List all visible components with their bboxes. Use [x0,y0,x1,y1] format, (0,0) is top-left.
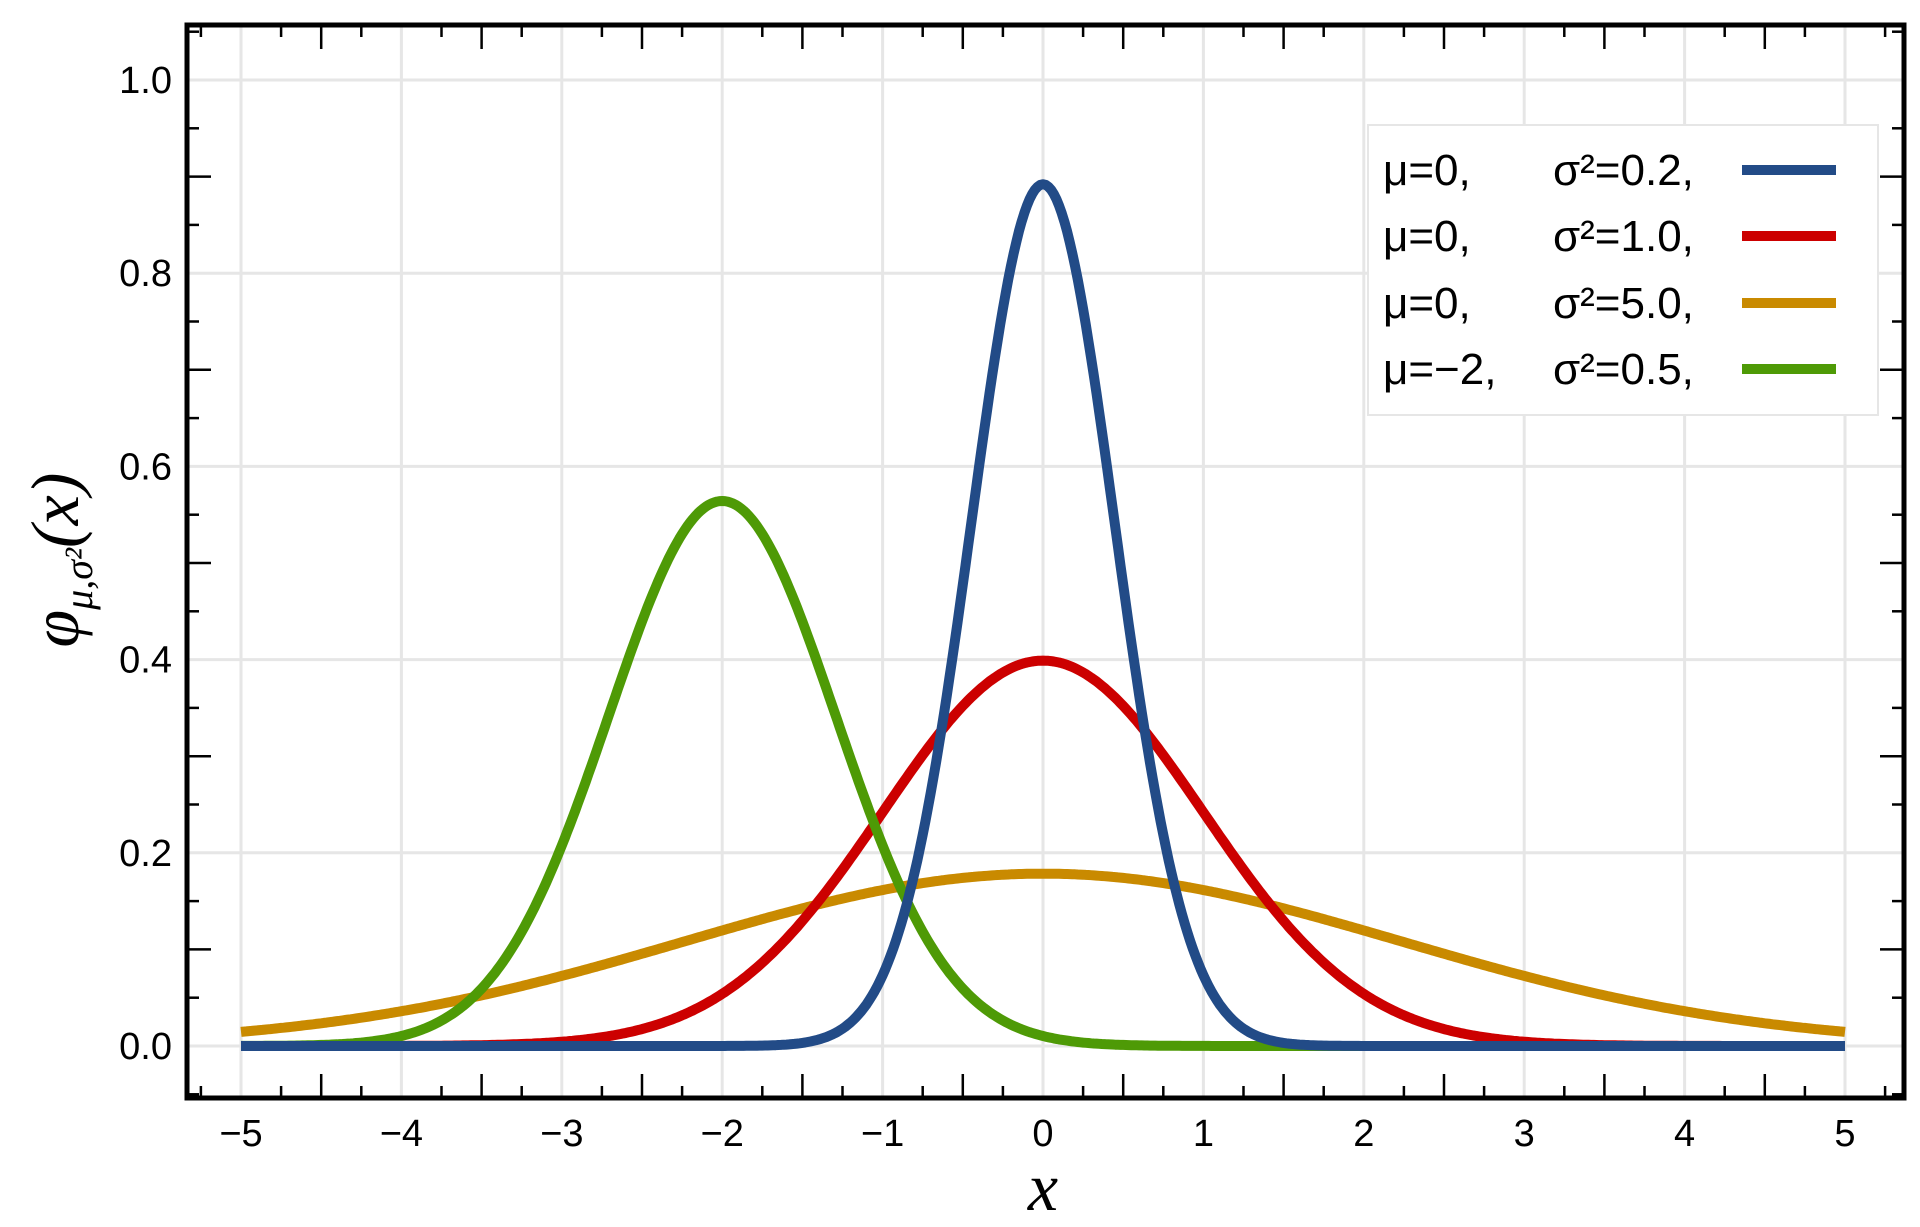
y-tick-label: 0.8 [119,253,172,295]
legend: μ=0, σ²=0.2, μ=0, σ²=1.0, μ=0, σ²=5.0, μ=−2, σ²… [1367,124,1879,416]
x-tick-label: 5 [1834,1113,1855,1155]
legend-sigma-label: σ²=0.5, [1553,345,1694,394]
legend-mu-label: μ=−2, [1383,345,1496,394]
plot-frame [184,22,1907,1101]
x-tick-label: −5 [219,1113,262,1155]
legend-sigma-label: σ²=0.2, [1553,146,1694,195]
x-axis-label: x [1027,1149,1058,1225]
x-tick-label: −4 [380,1113,423,1155]
legend-sigma-label: σ²=1.0, [1553,212,1694,261]
y-label-subscript: μ,σ² [56,547,101,611]
x-tick-label: 1 [1193,1113,1214,1155]
x-tick-label: 3 [1514,1113,1535,1155]
x-tick-label: −2 [701,1113,744,1155]
y-label-main: φ [17,610,93,648]
y-tick-label: 0.6 [119,446,172,488]
legend-entry: μ=−2, σ²=0.5, [1383,345,1836,394]
y-tick-label: 1.0 [119,60,172,102]
legend-mu-label: μ=0, [1383,212,1471,261]
x-tick-label: −3 [540,1113,583,1155]
x-tick-label: 2 [1353,1113,1374,1155]
y-tick-label: 0.2 [119,833,172,875]
curves [238,179,1848,1051]
series-line-2 [238,868,1848,1037]
svg-text:φμ,σ²(x): φμ,σ²(x) [17,473,101,648]
x-tick-labels: −5 −4 −3 −2 −1 0 1 2 3 4 5 [219,1113,1855,1155]
legend-mu-label: μ=0, [1383,146,1471,195]
x-tick-label: −1 [861,1113,904,1155]
y-tick-labels: 0.0 0.2 0.4 0.6 0.8 1.0 [119,60,172,1068]
x-tick-label: 4 [1674,1113,1695,1155]
x-tick-label: 0 [1032,1113,1053,1155]
y-tick-label: 0.0 [119,1026,172,1068]
legend-mu-label: μ=0, [1383,279,1471,328]
legend-sigma-label: σ²=5.0, [1553,279,1694,328]
y-label-arg: (x) [17,473,93,548]
legend-entry: μ=0, σ²=1.0, [1383,212,1836,261]
y-tick-label: 0.4 [119,640,172,682]
legend-entry: μ=0, σ²=5.0, [1383,279,1836,328]
series-line-0 [238,179,1848,1051]
y-axis-label: φμ,σ²(x) [17,473,101,648]
legend-entry: μ=0, σ²=0.2, [1383,146,1836,195]
